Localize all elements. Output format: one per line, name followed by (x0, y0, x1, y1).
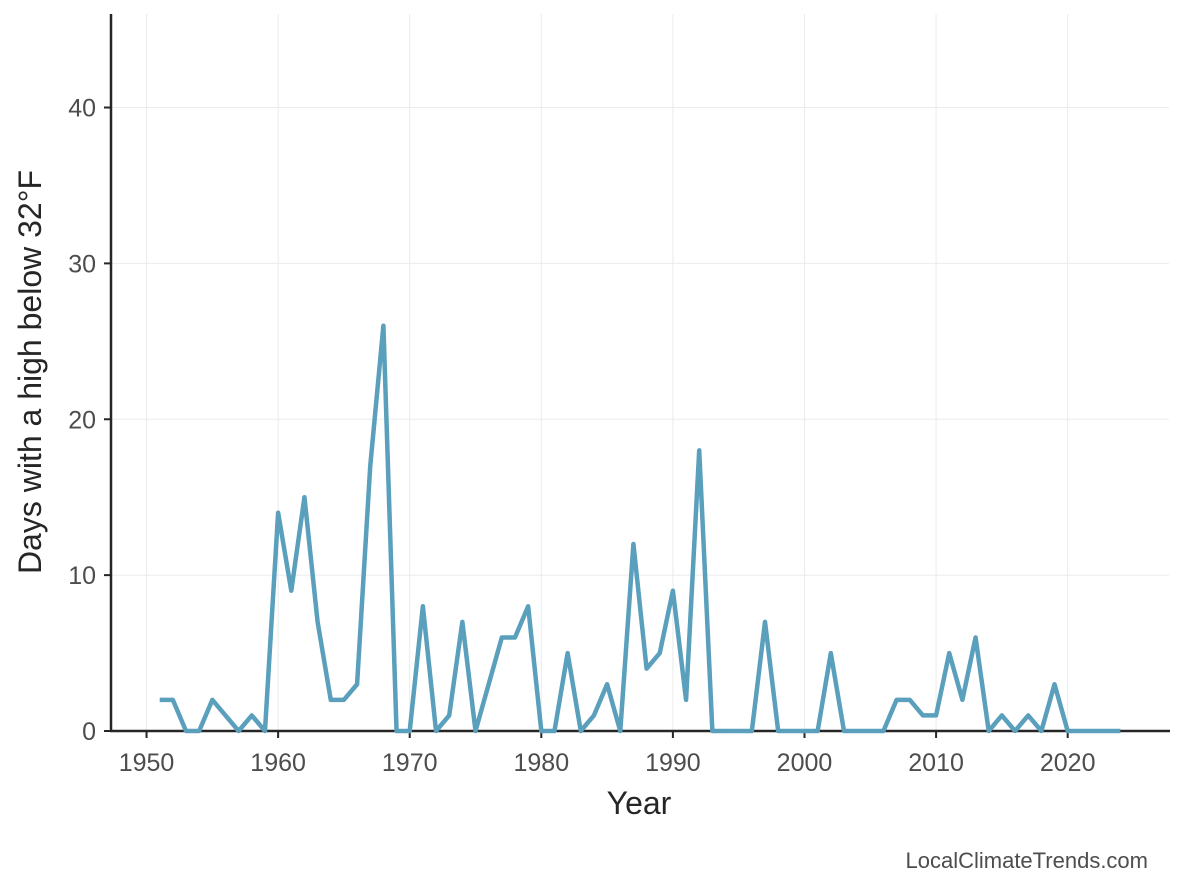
x-tick-label: 2020 (1040, 749, 1096, 777)
y-axis-title: Days with a high below 32°F (12, 170, 48, 574)
y-ticks: 0 10 20 30 40 (68, 95, 111, 746)
x-tick-label: 1970 (382, 749, 438, 777)
x-tick-label: 1950 (119, 749, 175, 777)
x-tick-label: 1980 (513, 749, 569, 777)
x-ticks: 1950 1960 1970 1980 1990 2000 2010 2020 (119, 731, 1096, 777)
series-line (159, 323, 1121, 734)
x-axis-title: Year (607, 785, 672, 821)
watermark: LocalClimateTrends.com (905, 848, 1149, 873)
x-tick-label: 1960 (250, 749, 306, 777)
y-tick-label: 30 (68, 250, 96, 278)
y-tick-label: 40 (68, 95, 96, 123)
series-group (159, 323, 1121, 734)
grid (111, 14, 1169, 731)
axes (109, 14, 1170, 733)
x-tick-label: 1990 (645, 749, 701, 777)
x-tick-label: 2010 (908, 749, 964, 777)
y-tick-label: 0 (82, 718, 96, 746)
x-tick-label: 2000 (777, 749, 833, 777)
y-tick-label: 20 (68, 406, 96, 434)
y-tick-label: 10 (68, 562, 96, 590)
